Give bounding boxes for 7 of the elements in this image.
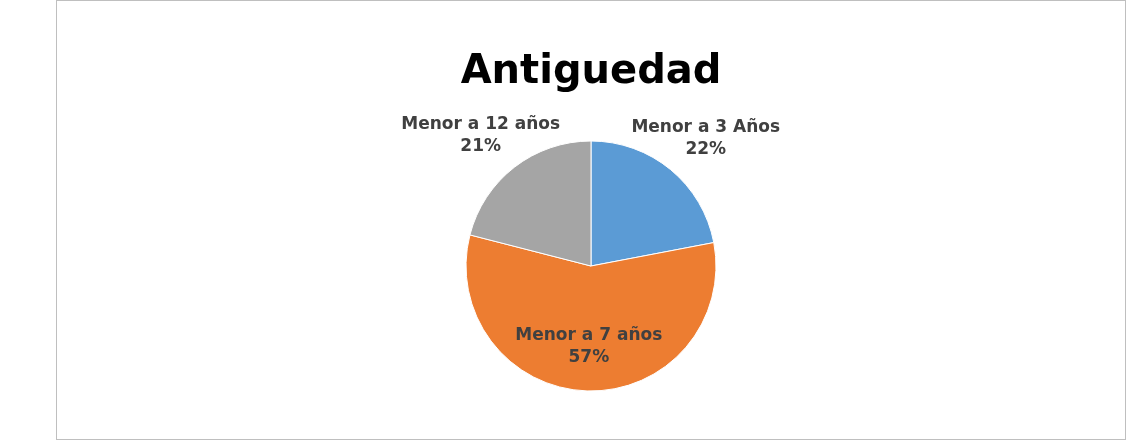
data-label: 22%	[685, 138, 727, 159]
chart-title: Antiguedad	[460, 46, 722, 92]
slice-label: Menor a 3 Años	[631, 116, 781, 137]
slice-label: Menor a 7 años	[515, 323, 663, 344]
data-label: 57%	[568, 345, 610, 366]
slice-label: Menor a 12 años	[401, 112, 561, 133]
data-label: 21%	[460, 134, 502, 155]
